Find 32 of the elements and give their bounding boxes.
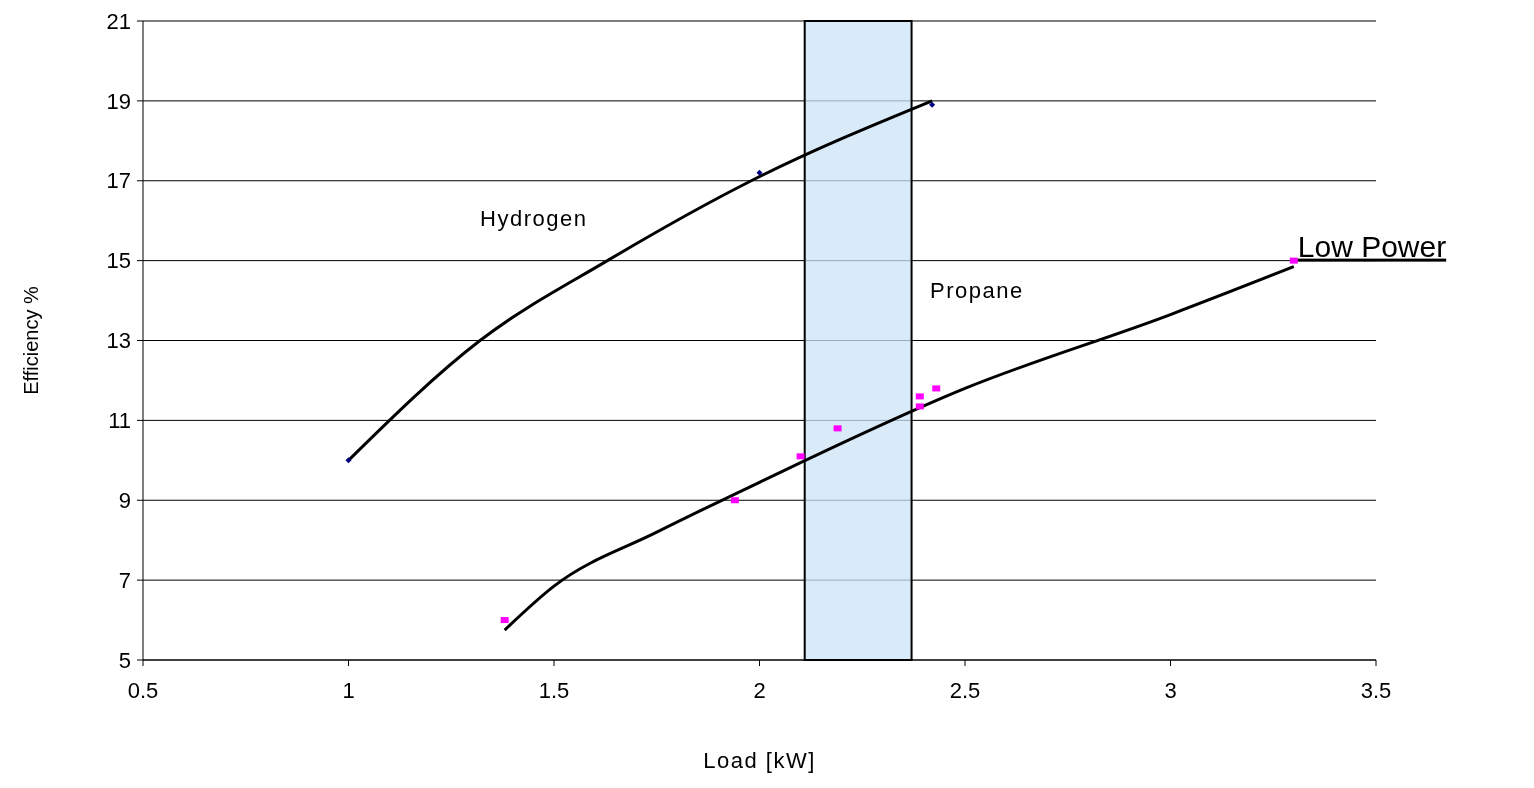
point — [756, 169, 763, 176]
x-tick-label: 1.5 — [538, 678, 570, 703]
point — [345, 457, 352, 464]
x-tick-label: 3.5 — [1360, 678, 1392, 703]
y-tick-label: 21 — [106, 8, 131, 34]
point — [915, 393, 924, 400]
point — [500, 617, 509, 624]
y-tick-label: 19 — [106, 88, 131, 114]
x-tick-label: 1 — [342, 678, 355, 703]
x-tick-label: 2 — [753, 678, 766, 703]
x-tick-label: 3 — [1164, 678, 1177, 703]
y-tick-label: 17 — [106, 168, 131, 194]
series-label: Hydrogen — [480, 205, 588, 231]
y-tick-label: 9 — [118, 487, 131, 513]
y-tick-label: 15 — [106, 248, 131, 274]
point — [796, 453, 805, 460]
point — [1289, 257, 1298, 264]
point — [833, 425, 842, 432]
point — [929, 101, 936, 108]
y-tick-label: 11 — [108, 408, 131, 434]
point — [730, 497, 739, 504]
text: Propane — [930, 278, 1024, 304]
y-tick-label: 5 — [118, 647, 131, 673]
x-tick-label: 0.5 — [127, 678, 159, 703]
x-axis-title: Load [kW] — [703, 748, 816, 773]
x-tick-label: 2.5 — [949, 678, 981, 703]
y-tick-label: 13 — [106, 328, 131, 354]
y-tick-label: 7 — [118, 567, 131, 593]
y-axis-title: Efficiency % — [20, 286, 42, 395]
annotation: Low Power — [1297, 229, 1447, 263]
point — [932, 385, 941, 392]
point — [915, 403, 924, 410]
